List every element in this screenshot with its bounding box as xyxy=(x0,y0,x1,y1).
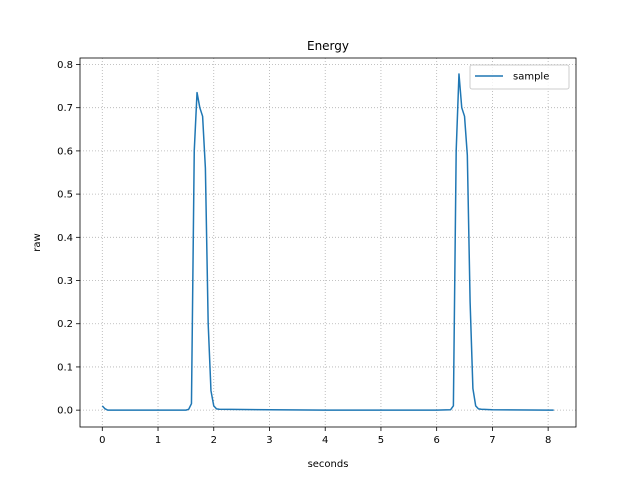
x-axis-label: seconds xyxy=(308,459,349,470)
legend: sample xyxy=(469,64,570,90)
x-tick-label: 0 xyxy=(99,435,105,446)
legend-box xyxy=(469,64,570,90)
x-tick-label: 1 xyxy=(155,435,161,446)
x-tick-label: 8 xyxy=(545,435,551,446)
x-tick-label: 6 xyxy=(433,435,439,446)
plot-frame xyxy=(79,57,577,428)
x-tick-label: 3 xyxy=(266,435,272,446)
y-axis-label: raw xyxy=(32,233,43,251)
y-tick-label: 0.4 xyxy=(57,233,73,244)
y-tick-label: 0.3 xyxy=(57,276,73,287)
x-tick-label: 4 xyxy=(322,435,328,446)
x-tick-label: 5 xyxy=(378,435,384,446)
series-line-sample xyxy=(101,73,554,411)
y-tick-label: 0.7 xyxy=(57,103,73,114)
y-tick-label: 0.0 xyxy=(57,406,73,417)
x-tick-label: 7 xyxy=(489,435,495,446)
x-tick-label: 2 xyxy=(211,435,217,446)
y-tick-label: 0.6 xyxy=(57,146,73,157)
y-tick-label: 0.2 xyxy=(57,319,73,330)
y-tick-label: 0.1 xyxy=(57,362,73,373)
y-tick-label: 0.8 xyxy=(57,60,73,71)
axis-ticks: 0 1 2 3 4 5 6 7 8 0.0 0.1 0.2 0.3 0.4 0.5 0.6 0.7 0.8 xyxy=(57,60,551,446)
y-tick-label: 0.5 xyxy=(57,190,73,201)
series-layer xyxy=(101,73,554,411)
legend-label-sample: sample xyxy=(513,72,549,83)
chart-title: Energy xyxy=(307,39,349,53)
